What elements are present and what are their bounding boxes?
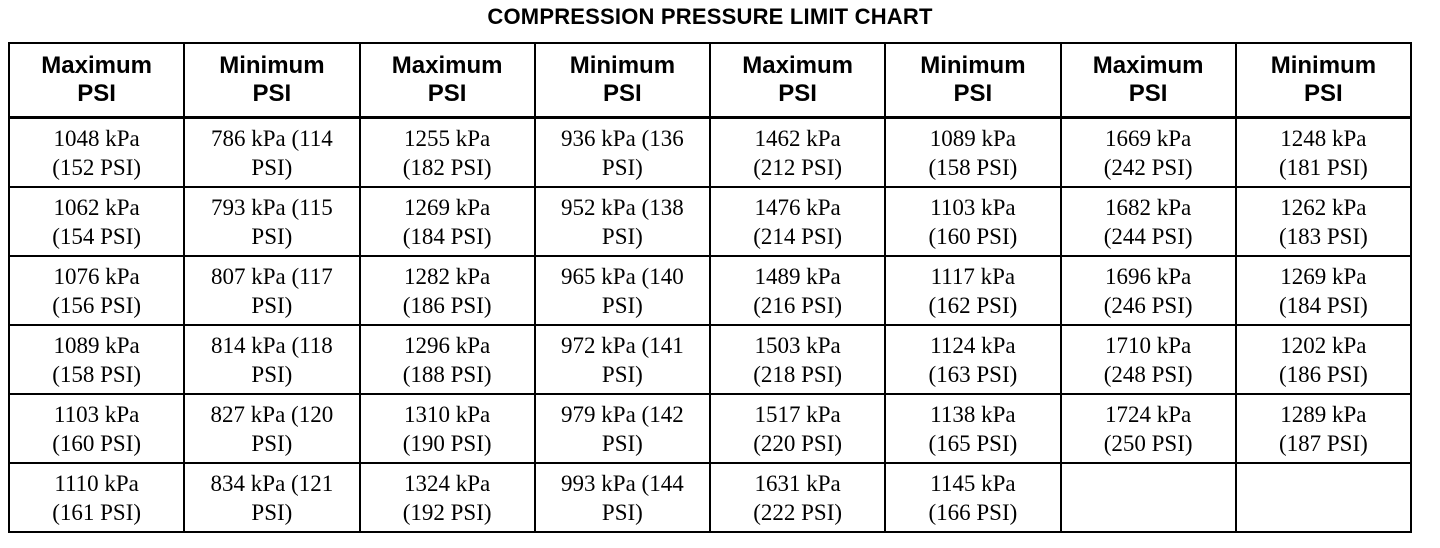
table-cell: 814 kPa (118 PSI) (183, 324, 361, 395)
table-cell: 1489 kPa (216 PSI) (708, 255, 887, 326)
table-cell: 1138 kPa (165 PSI) (884, 393, 1062, 464)
table-cell: 979 kPa (142 PSI) (533, 393, 712, 464)
table-cell: 1248 kPa (181 PSI) (1234, 116, 1413, 188)
column-header: Maximum PSI (1059, 42, 1237, 119)
table-cell: 1696 kPa (246 PSI) (1059, 255, 1237, 326)
empty-cell (1059, 462, 1237, 533)
table-cell: 1103 kPa (160 PSI) (884, 186, 1062, 257)
table-row: 1062 kPa (154 PSI) 793 kPa (115 PSI) 1269 … (7, 186, 1413, 257)
table-cell: 1310 kPa (190 PSI) (358, 393, 536, 464)
table-row: 1048 kPa (152 PSI) 786 kPa (114 PSI) 1255 … (7, 116, 1413, 188)
table-cell: 952 kPa (138 PSI) (533, 186, 712, 257)
table-cell: 1110 kPa (161 PSI) (7, 462, 186, 533)
table-cell: 1289 kPa (187 PSI) (1234, 393, 1413, 464)
column-header: Minimum PSI (884, 42, 1062, 119)
table-cell: 1724 kPa (250 PSI) (1059, 393, 1237, 464)
table-cell: 1710 kPa (248 PSI) (1059, 324, 1237, 395)
table-cell: 1048 kPa (152 PSI) (7, 116, 186, 188)
table-cell: 965 kPa (140 PSI) (533, 255, 712, 326)
table-row: 1110 kPa (161 PSI) 834 kPa (121 PSI) 1324 … (7, 462, 1413, 533)
column-header: Maximum PSI (358, 42, 536, 119)
table-cell: 786 kPa (114 PSI) (183, 116, 361, 188)
table-cell: 1669 kPa (242 PSI) (1059, 116, 1237, 188)
table-cell: 1124 kPa (163 PSI) (884, 324, 1062, 395)
table-cell: 936 kPa (136 PSI) (533, 116, 712, 188)
table-cell: 1089 kPa (158 PSI) (884, 116, 1062, 188)
table-body: 1048 kPa (152 PSI) 786 kPa (114 PSI) 1255 … (7, 116, 1413, 533)
column-header: Minimum PSI (183, 42, 361, 119)
table-cell: 1269 kPa (184 PSI) (1234, 255, 1413, 326)
table-cell: 993 kPa (144 PSI) (533, 462, 712, 533)
column-header: Maximum PSI (7, 42, 186, 119)
table-cell: 1202 kPa (186 PSI) (1234, 324, 1413, 395)
table-cell: 1103 kPa (160 PSI) (7, 393, 186, 464)
table-cell: 807 kPa (117 PSI) (183, 255, 361, 326)
table-cell: 1062 kPa (154 PSI) (7, 186, 186, 257)
table-cell: 1076 kPa (156 PSI) (7, 255, 186, 326)
empty-cell (1234, 462, 1413, 533)
table-cell: 1282 kPa (186 PSI) (358, 255, 536, 326)
column-header: Maximum PSI (708, 42, 887, 119)
table-cell: 1145 kPa (166 PSI) (884, 462, 1062, 533)
table-cell: 1517 kPa (220 PSI) (708, 393, 887, 464)
table-cell: 1089 kPa (158 PSI) (7, 324, 186, 395)
table-cell: 793 kPa (115 PSI) (183, 186, 361, 257)
header-row: Maximum PSI Minimum PSI Maximum PSI Minimum… (7, 42, 1413, 119)
table-cell: 1631 kPa (222 PSI) (708, 462, 887, 533)
column-header: Minimum PSI (533, 42, 712, 119)
table-cell: 1269 kPa (184 PSI) (358, 186, 536, 257)
table-cell: 834 kPa (121 PSI) (183, 462, 361, 533)
table-cell: 1255 kPa (182 PSI) (358, 116, 536, 188)
table-cell: 972 kPa (141 PSI) (533, 324, 712, 395)
table-row: 1103 kPa (160 PSI) 827 kPa (120 PSI) 1310 … (7, 393, 1413, 464)
table-cell: 1462 kPa (212 PSI) (708, 116, 887, 188)
table-cell: 1324 kPa (192 PSI) (358, 462, 536, 533)
table-cell: 1682 kPa (244 PSI) (1059, 186, 1237, 257)
table-cell: 1296 kPa (188 PSI) (358, 324, 536, 395)
table-cell: 1262 kPa (183 PSI) (1234, 186, 1413, 257)
table-cell: 827 kPa (120 PSI) (183, 393, 361, 464)
table-title: COMPRESSION PRESSURE LIMIT CHART (487, 4, 933, 29)
table-row: 1089 kPa (158 PSI) 814 kPa (118 PSI) 1296 … (7, 324, 1413, 395)
table-cell: 1503 kPa (218 PSI) (708, 324, 887, 395)
column-header: Minimum PSI (1234, 42, 1413, 119)
table-head: Maximum PSI Minimum PSI Maximum PSI Minimum… (7, 42, 1413, 119)
pressure-table: Maximum PSI Minimum PSI Maximum PSI Minimum… (7, 42, 1413, 533)
table-cell: 1117 kPa (162 PSI) (884, 255, 1062, 326)
table-cell: 1476 kPa (214 PSI) (708, 186, 887, 257)
table-row: 1076 kPa (156 PSI) 807 kPa (117 PSI) 1282 … (7, 255, 1413, 326)
